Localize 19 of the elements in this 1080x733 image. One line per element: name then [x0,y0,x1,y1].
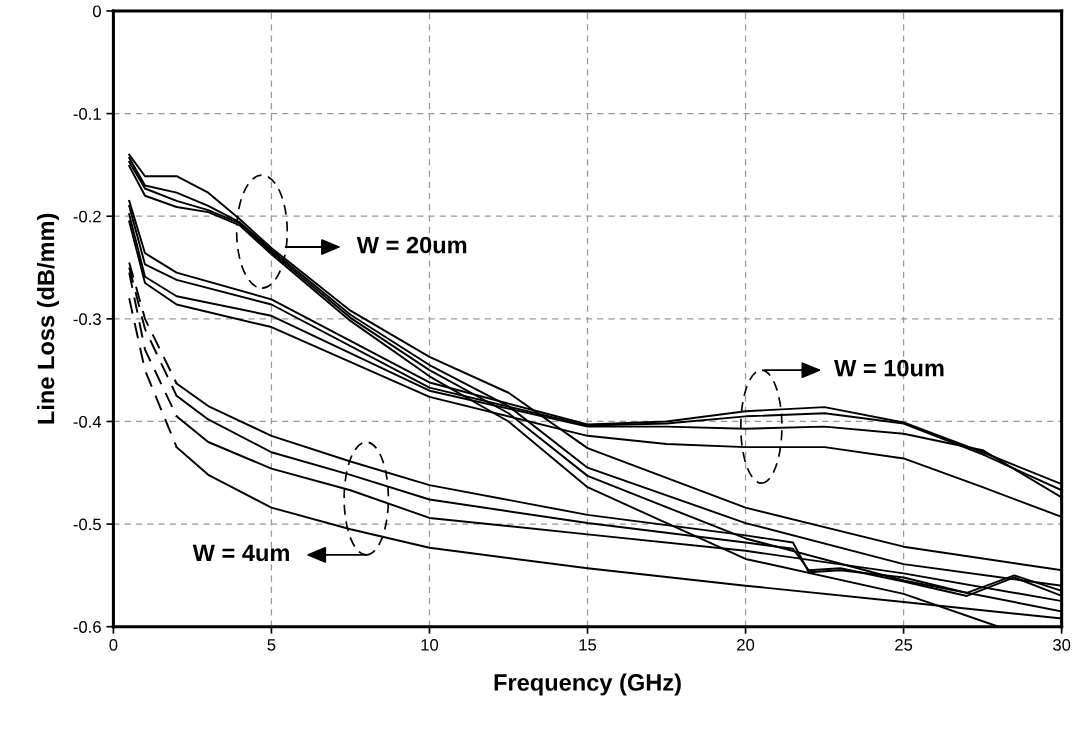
y-tick-label: -0.3 [73,313,101,326]
y-tick-label: -0.2 [73,210,101,223]
x-tick-label: 25 [895,638,913,651]
y-tick-label: -0.6 [73,621,101,633]
y-tick-label: 0 [92,5,101,18]
annotation: W = 4um [192,544,289,562]
y-tick-label: -0.1 [73,108,101,120]
x-tick-label: 5 [267,639,276,651]
x-tick-label: 20 [737,638,755,651]
x-tick-label: 0 [109,638,118,651]
x-tick-label: 10 [421,638,439,651]
x-axis-title: Frequency (GHz) [494,673,681,696]
x-tick-label: 30 [1053,638,1071,651]
y-tick-label: -0.4 [73,415,102,428]
annotation: W = 10um [834,359,944,377]
y-axis-title: Line Loss (dB/mm) [36,213,59,424]
x-tick-label: 15 [579,639,597,651]
annotation: W = 20um [356,236,467,254]
y-tick-label: -0.5 [73,518,101,531]
